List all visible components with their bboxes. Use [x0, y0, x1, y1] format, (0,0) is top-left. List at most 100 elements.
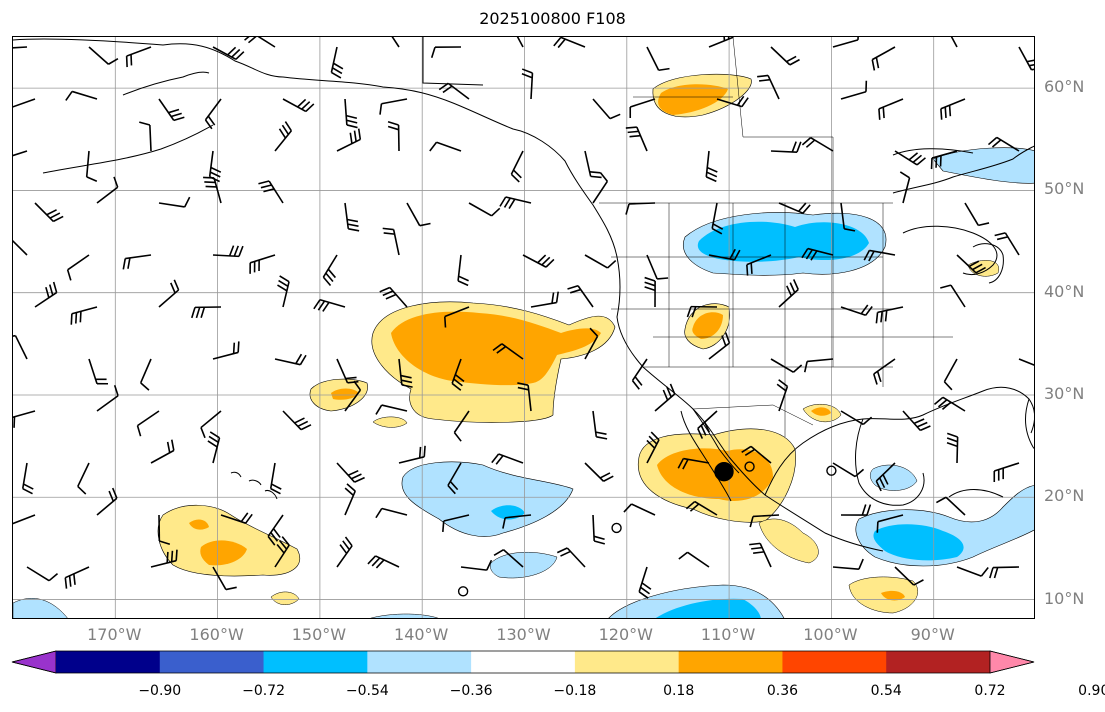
wind-barb	[625, 202, 656, 215]
colorbar-tick-label: 0.72	[974, 683, 1006, 699]
wind-barb	[200, 410, 222, 439]
coastline	[13, 38, 884, 552]
colorbar-tick-label: −0.90	[138, 683, 182, 699]
wind-barb	[13, 98, 36, 108]
map-panel	[12, 36, 1035, 619]
positive-anomaly-core	[658, 84, 728, 115]
wind-barb	[212, 245, 244, 258]
wind-barb	[244, 37, 276, 48]
wind-barb	[516, 37, 524, 48]
colorbar-tick-label: 0.54	[870, 683, 902, 699]
wind-barb	[88, 46, 119, 65]
coastline	[1025, 398, 1034, 450]
wind-barb	[592, 98, 621, 120]
latitude-label: 50°N	[1044, 179, 1085, 199]
wind-barb	[749, 514, 780, 528]
wind-barb	[269, 462, 282, 495]
wind-barb	[646, 46, 670, 72]
wind-barb	[267, 514, 284, 546]
wind-barb	[644, 276, 656, 308]
wind-barb	[150, 549, 178, 568]
wind-barb	[592, 172, 609, 204]
coastline	[764, 386, 1034, 496]
negative-anomaly-region	[401, 461, 574, 537]
wind-barb	[460, 559, 493, 571]
colorbar-tick-label: −0.36	[449, 683, 493, 699]
wind-barb	[274, 353, 307, 366]
wind-barb	[584, 254, 617, 269]
longitude-label: 90°W	[910, 625, 955, 644]
longitude-label: 130°W	[496, 625, 551, 644]
wind-barb	[530, 291, 559, 308]
wind-barb	[686, 305, 718, 318]
wind-barb	[375, 507, 408, 519]
positive-anomaly-core	[811, 407, 831, 416]
map-title: 2025100800 F108	[479, 9, 626, 28]
wind-barb	[964, 202, 990, 227]
wind-barb	[375, 404, 408, 415]
wind-barb	[499, 196, 532, 209]
coastline	[122, 71, 210, 96]
wind-barb	[258, 180, 284, 204]
coastline	[692, 408, 740, 474]
wind-barb	[208, 150, 222, 183]
wind-barb	[457, 254, 469, 287]
wind-barb	[382, 227, 400, 256]
wind-barb	[770, 358, 803, 373]
coastlines	[13, 37, 1034, 552]
wind-barb	[158, 98, 185, 122]
wind-barb	[64, 566, 90, 589]
wind-barb	[367, 555, 400, 569]
wind-barb	[592, 514, 606, 545]
wind-barb	[625, 126, 648, 152]
wind-barb	[749, 542, 772, 568]
wind-barbs	[13, 37, 1034, 599]
latitude-label: 40°N	[1044, 281, 1085, 301]
wind-barb	[623, 503, 656, 516]
wind-barb	[336, 462, 365, 483]
wind-barb	[697, 410, 718, 439]
wind-barb	[204, 98, 222, 130]
wind-barb	[989, 566, 1020, 579]
wind-barb	[379, 98, 408, 115]
anomaly-shading	[13, 73, 1034, 618]
colorbar-segment	[886, 651, 991, 673]
wind-barb	[344, 98, 358, 129]
wind-barb	[950, 37, 958, 48]
wind-barb	[716, 95, 749, 108]
wind-barb	[746, 254, 772, 276]
positive-anomaly-region	[157, 504, 301, 577]
wind-barb	[190, 306, 222, 319]
wind-barb	[13, 46, 28, 49]
wind-barb	[96, 385, 119, 412]
wind-barb	[502, 514, 532, 529]
wind-barb	[453, 410, 470, 442]
colorbar-tick-label: −0.72	[242, 683, 285, 699]
wind-barb	[322, 254, 338, 287]
wind-barb	[207, 431, 221, 464]
positive-anomaly-region	[758, 518, 819, 564]
wind-barb	[26, 566, 59, 582]
wind-barb	[875, 306, 904, 324]
circle-marker-3	[611, 522, 622, 534]
positive-anomaly-core	[331, 388, 359, 400]
wind-barb	[705, 150, 718, 183]
wind-barb	[442, 514, 470, 533]
wind-barb	[776, 379, 789, 412]
negative-anomaly-region	[370, 613, 439, 618]
wind-barb	[1018, 358, 1034, 366]
wind-barb	[70, 306, 98, 325]
colorbar-segment	[263, 651, 368, 673]
large-dot-marker	[714, 461, 734, 482]
wind-barb	[711, 202, 724, 235]
wind-barb	[379, 286, 408, 308]
colorbar-segment	[471, 651, 576, 673]
wind-barb	[708, 332, 731, 360]
positive-anomaly-core	[692, 312, 723, 339]
positive-anomaly-region	[270, 591, 300, 605]
wind-barb	[592, 410, 608, 440]
wind-barb	[429, 141, 462, 152]
wind-barb	[840, 410, 873, 426]
wind-barb	[832, 462, 865, 478]
wind-barb	[13, 150, 28, 157]
